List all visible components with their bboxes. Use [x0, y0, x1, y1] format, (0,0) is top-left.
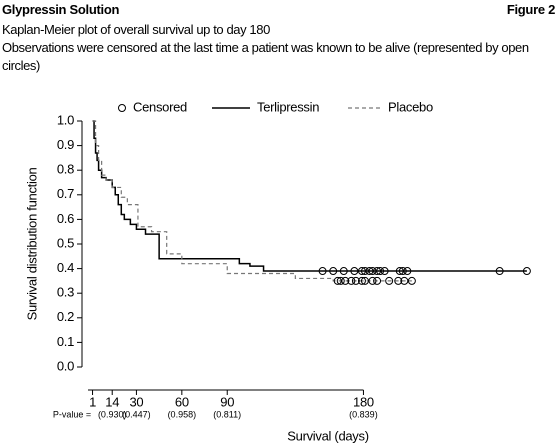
x-tick-label: 60 — [175, 394, 189, 409]
censored-marker — [394, 276, 403, 285]
censored-marker — [373, 267, 382, 276]
survival-curve — [92, 120, 412, 282]
x-tick-label: 90 — [220, 394, 234, 409]
x-tick-label: 1 — [89, 394, 96, 409]
censored-marker — [368, 267, 377, 276]
censored-marker — [329, 267, 338, 276]
censored-marker — [360, 276, 369, 285]
y-axis-label: Survival distribution function — [24, 168, 39, 321]
subtitle: Kaplan-Meier plot of overall survival up… — [2, 21, 554, 75]
legend-label: Censored — [133, 99, 187, 114]
censored-marker — [495, 267, 504, 276]
censored-marker — [376, 267, 385, 276]
y-tick-label: 0.8 — [57, 162, 74, 177]
p-value: (0.930) — [98, 409, 127, 419]
y-tick-label: 0.4 — [57, 260, 74, 275]
p-value: (0.958) — [168, 409, 197, 419]
censored-marker — [522, 267, 531, 276]
x-tick-label: 180 — [353, 394, 374, 409]
censored-marker — [318, 267, 327, 276]
censored-marker — [347, 276, 356, 285]
y-tick-label: 1.0 — [57, 112, 74, 127]
censored-marker — [407, 276, 416, 285]
title: Kaplan-Meier plot of overall survival up… — [2, 22, 270, 37]
censored-marker — [395, 267, 404, 276]
censored-marker — [365, 267, 374, 276]
p-value: (0.839) — [349, 409, 378, 419]
censored-marker — [398, 267, 407, 276]
censored-marker — [350, 267, 359, 276]
survival-curve — [92, 120, 527, 272]
x-tick-label: 14 — [105, 394, 119, 409]
p-value: (0.447) — [122, 409, 151, 419]
y-tick-label: 0.5 — [57, 235, 74, 250]
y-tick-label: 0.3 — [57, 285, 74, 300]
censored-marker — [351, 276, 360, 285]
p-value: (0.811) — [213, 409, 241, 419]
y-tick-label: 0.2 — [57, 309, 74, 324]
y-tick-label: 0.7 — [57, 186, 74, 201]
censored-marker — [336, 276, 345, 285]
censored-marker — [357, 276, 366, 285]
legend-label: Terlipressin — [257, 99, 319, 114]
subtitle-text: Observations were censored at the last t… — [2, 40, 529, 73]
censored-marker — [368, 276, 377, 285]
x-axis-label: Survival (days) — [287, 428, 368, 443]
x-tick-label: 30 — [129, 394, 143, 409]
censored-marker — [341, 276, 350, 285]
header-title: Glypressin Solution — [2, 2, 120, 17]
censored-marker — [357, 267, 366, 276]
figure-label: Figure 2 — [506, 2, 555, 17]
legend-marker — [118, 104, 126, 112]
censored-marker — [360, 267, 369, 276]
censored-marker — [339, 267, 348, 276]
censored-marker — [400, 276, 409, 285]
y-tick-label: 0.0 — [57, 358, 74, 373]
censored-marker — [380, 267, 389, 276]
censored-marker — [385, 276, 394, 285]
y-tick-label: 0.9 — [57, 137, 74, 152]
y-tick-label: 0.6 — [57, 211, 74, 226]
censored-marker — [403, 267, 412, 276]
legend-label: Placebo — [388, 99, 433, 114]
censored-marker — [373, 276, 382, 285]
y-tick-label: 0.1 — [57, 334, 74, 349]
censored-marker — [333, 276, 342, 285]
p-value-label: P-value = — [53, 409, 91, 419]
